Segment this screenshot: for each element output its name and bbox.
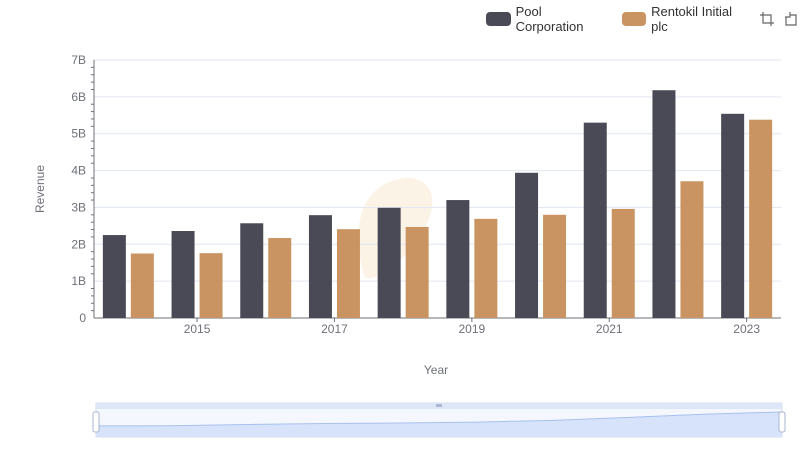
data-zoom-slider[interactable] — [92, 402, 786, 438]
zoom-preview-line — [95, 411, 783, 427]
x-tick-label: 2023 — [733, 322, 760, 336]
bar-pool-corporation[interactable] — [721, 113, 745, 318]
y-tick-label: 1B — [71, 274, 86, 288]
bar-pool-corporation[interactable] — [446, 200, 470, 318]
zoom-start-handle[interactable] — [92, 411, 100, 433]
y-tick-label: 2B — [71, 237, 86, 251]
bar-pool-corporation[interactable] — [240, 223, 264, 318]
zoom-end-handle[interactable] — [778, 411, 786, 433]
bar-rentokil[interactable] — [336, 229, 360, 318]
y-tick-label: 7B — [71, 53, 86, 67]
bar-pool-corporation[interactable] — [308, 215, 332, 318]
legend-swatch — [621, 12, 647, 26]
restore-icon[interactable] — [782, 10, 800, 28]
bar-rentokil[interactable] — [268, 238, 292, 318]
bar-rentokil[interactable] — [474, 218, 498, 318]
bar-rentokil[interactable] — [611, 208, 635, 318]
bar-pool-corporation[interactable] — [377, 207, 401, 318]
y-tick-label: 0 — [79, 311, 86, 325]
bar-pool-corporation[interactable] — [583, 122, 607, 319]
axes: 0 1B 2B 3B 4B 5B 6B 7B 2015 2017 2019 2021 2023 — [71, 53, 760, 336]
bar-pool-corporation[interactable] — [102, 235, 126, 318]
x-tick-label: 2021 — [596, 322, 623, 336]
crop-zoom-icon[interactable] — [759, 10, 777, 28]
bar-rentokil[interactable] — [749, 119, 773, 318]
grip-icon — [436, 404, 442, 407]
legend: Pool Corporation Rentokil Initial plc — [486, 4, 800, 34]
legend-label: Pool Corporation — [515, 4, 584, 34]
y-tick-label: 4B — [71, 164, 86, 178]
bar-pool-corporation[interactable] — [515, 172, 539, 318]
legend-label: Rentokil Initial plc — [651, 4, 733, 34]
bar-rentokil[interactable] — [543, 214, 567, 318]
legend-item-pool-corporation[interactable]: Pool Corporation — [486, 4, 612, 34]
x-axis-label: Year — [424, 363, 448, 377]
y-axis-label: Revenue — [33, 165, 47, 213]
y-tick-label: 5B — [71, 127, 86, 141]
y-tick-label: 6B — [71, 90, 86, 104]
x-tick-label: 2017 — [321, 322, 348, 336]
x-tick-label: 2019 — [458, 322, 485, 336]
bar-pool-corporation[interactable] — [171, 231, 195, 318]
bar-rentokil[interactable] — [405, 226, 429, 318]
bars — [102, 90, 773, 319]
grid-lines — [94, 59, 781, 319]
bar-rentokil[interactable] — [130, 253, 154, 319]
bar-rentokil[interactable] — [199, 253, 223, 318]
bar-pool-corporation[interactable] — [652, 90, 676, 318]
x-tick-label: 2015 — [184, 322, 211, 336]
legend-item-rentokil[interactable]: Rentokil Initial plc — [621, 4, 751, 34]
bar-rentokil[interactable] — [680, 181, 704, 318]
legend-swatch — [486, 12, 511, 26]
y-tick-label: 3B — [71, 200, 86, 214]
